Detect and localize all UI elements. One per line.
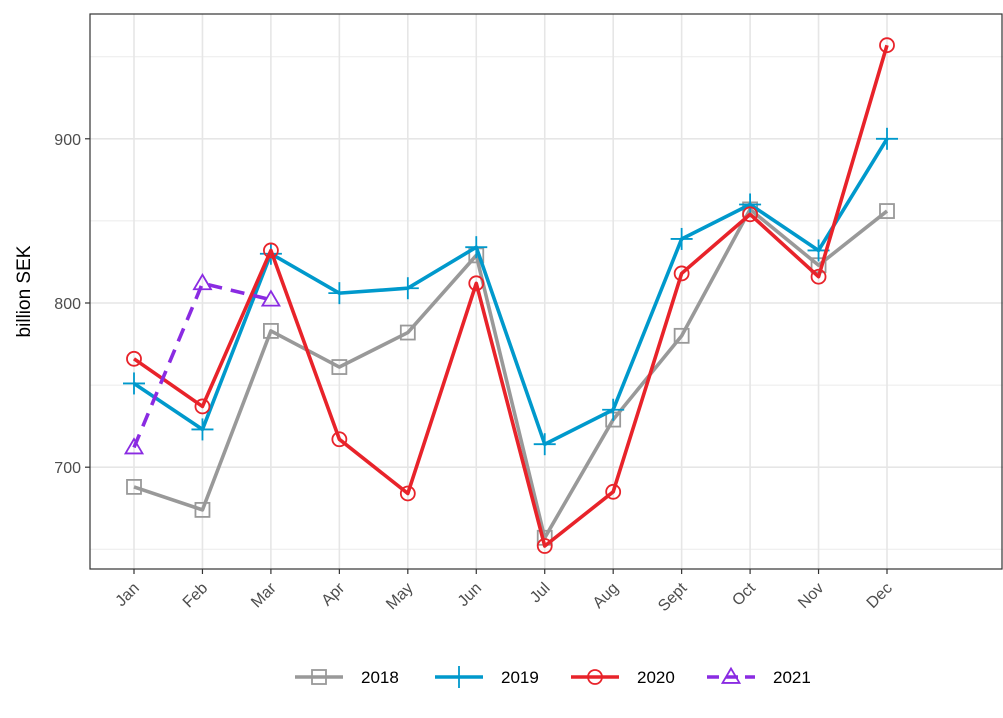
data-point-triangle [720,666,742,684]
data-point-plus [670,227,693,250]
y-axis-title: billion SEK [14,245,35,337]
data-point-plus [876,127,898,150]
data-point-square [311,669,327,685]
data-point-square [263,323,279,339]
data-point-square [194,501,211,518]
series-2021 [123,273,281,455]
data-point-plus [465,236,488,259]
series-layer [123,37,898,554]
minor-gridlines [90,56,1003,550]
data-point-circle [194,398,211,415]
data-point-circle [331,431,348,448]
x-tick-label: Jun [455,580,485,610]
data-point-plus [739,193,762,216]
y-tick-label: 900 [54,132,81,149]
series-line-2020 [132,44,889,548]
data-point-circle [879,37,895,54]
data-point-plus [328,282,351,305]
data-point-triangle [192,273,213,291]
plot-panel-border [89,13,1003,570]
legend: 2018 2019 2020 2021 [295,666,811,688]
legend-label: 2018 [361,668,399,687]
x-tick-label: May [383,580,416,613]
data-point-circle [605,483,622,500]
data-point-triangle [123,437,145,455]
data-point-circle [399,485,416,502]
legend-item-2019: 2019 [435,666,539,688]
data-point-plus [602,398,625,421]
x-tick-label: Oct [729,579,759,609]
y-tick-label: 700 [54,460,81,477]
data-point-circle [742,206,758,223]
x-tick-label: Aug [590,580,622,612]
x-tick-label: Sept [655,579,691,615]
legend-item-2020: 2020 [571,668,675,687]
data-point-circle [468,275,485,292]
data-point-square [399,324,416,341]
major-gridlines [90,14,1003,569]
data-point-triangle [260,289,281,307]
data-point-plus [396,277,419,300]
data-point-plus [448,666,470,688]
data-point-plus [191,418,214,441]
x-tick-label: Nov [795,580,827,612]
data-point-square [673,327,690,344]
x-tick-label: Apr [319,579,349,609]
data-point-circle [673,265,690,282]
data-point-circle [810,268,827,285]
x-tick-label: Feb [180,580,212,612]
data-point-plus [533,433,556,456]
data-point-square [126,478,142,495]
x-tick-label: Dec [864,580,896,612]
data-point-square [331,359,348,375]
legend-label: 2020 [637,668,675,687]
data-point-circle [536,538,553,554]
series-line-2018 [133,207,889,540]
x-axis: Jan Feb Mar Apr May Jun Jul Aug Sept Oct Nov Dec [113,569,896,615]
data-point-circle [263,242,279,259]
legend-label: 2019 [501,668,539,687]
data-point-square [879,203,895,219]
legend-item-2021: 2021 [707,666,811,687]
series-line-2021 [132,281,272,449]
series-2019 [123,127,898,456]
data-point-circle [126,350,142,367]
data-point-circle [587,669,603,685]
x-tick-label: Mar [248,579,280,611]
x-tick-label: Jan [113,580,143,610]
series-2018 [126,201,895,546]
series-line-2019 [132,137,889,447]
x-tick-label: Jul [527,580,553,606]
data-point-plus [123,372,145,395]
y-axis: 700 800 900 [54,132,90,477]
legend-item-2018: 2018 [295,668,399,687]
legend-label: 2021 [773,668,811,687]
series-2020 [126,37,895,554]
y-tick-label: 800 [54,296,81,313]
